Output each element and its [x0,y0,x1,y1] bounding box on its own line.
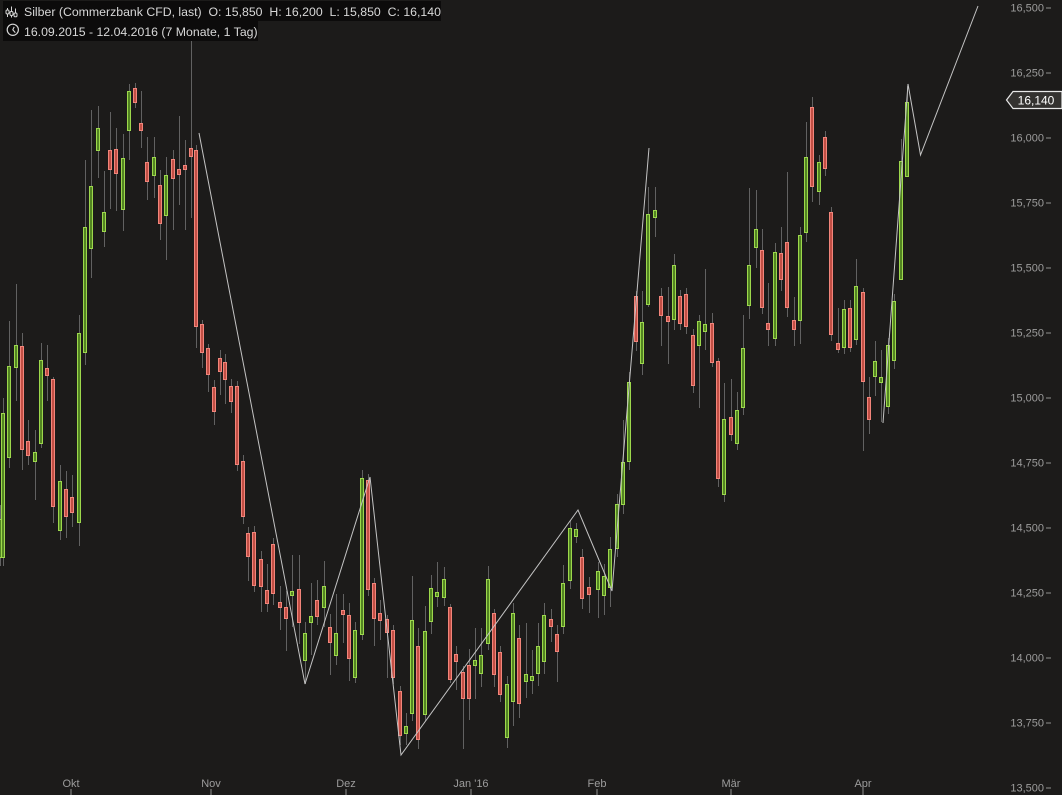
svg-text:14,250: 14,250 [1010,587,1044,599]
svg-text:14,000: 14,000 [1010,652,1044,664]
svg-text:13,750: 13,750 [1010,717,1044,729]
svg-text:14,500: 14,500 [1010,522,1044,534]
svg-text:16,140: 16,140 [1018,94,1055,108]
svg-text:Dez: Dez [336,778,356,790]
svg-text:13,500: 13,500 [1010,782,1044,794]
svg-text:15,000: 15,000 [1010,392,1044,404]
svg-text:Nov: Nov [201,778,221,790]
svg-text:16,000: 16,000 [1010,132,1044,144]
svg-text:16,250: 16,250 [1010,67,1044,79]
svg-text:15,250: 15,250 [1010,327,1044,339]
svg-text:16.09.2015 - 12.04.2016 (7 Mon: 16.09.2015 - 12.04.2016 (7 Monate, 1 Tag… [24,25,258,39]
svg-text:Okt: Okt [62,778,79,790]
svg-text:14,750: 14,750 [1010,457,1044,469]
svg-text:16,500: 16,500 [1010,2,1044,14]
svg-text:Jan '16: Jan '16 [453,778,488,790]
svg-text:Silber (Commerzbank CFD, last): Silber (Commerzbank CFD, last) O: 15,850… [24,5,441,19]
svg-text:15,500: 15,500 [1010,262,1044,274]
svg-text:15,750: 15,750 [1010,197,1044,209]
svg-text:Feb: Feb [588,778,607,790]
svg-text:Mär: Mär [722,778,741,790]
svg-text:Apr: Apr [854,778,871,790]
